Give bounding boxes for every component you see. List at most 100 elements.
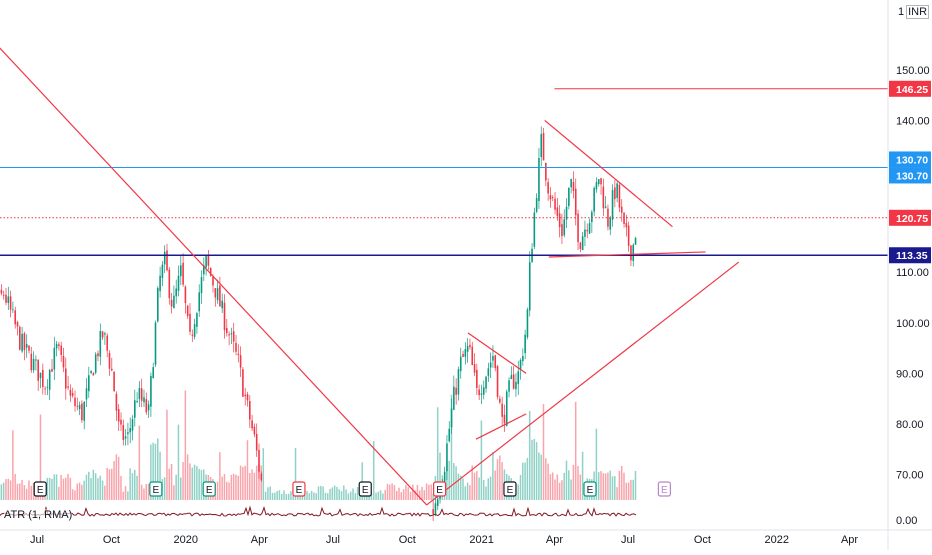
volume-bar: [283, 490, 285, 500]
earnings-marker[interactable]: E: [657, 481, 671, 497]
volume-bar: [455, 466, 457, 500]
volume-bar: [595, 428, 598, 500]
volume-bar: [168, 468, 171, 500]
volume-bar: [379, 490, 382, 500]
time-tick-label: 2020: [174, 534, 198, 546]
candle-body: [28, 345, 30, 351]
candle-body: [611, 189, 614, 220]
candle-body: [630, 245, 632, 261]
volume-bar: [21, 480, 23, 500]
candle-body: [432, 509, 434, 514]
earnings-marker[interactable]: E: [503, 481, 517, 497]
volume-bar: [92, 469, 95, 500]
candle-body: [565, 206, 568, 220]
volume-bar: [152, 442, 154, 500]
earnings-marker[interactable]: E: [433, 481, 447, 497]
candle-body: [2, 294, 5, 296]
volume-bar: [30, 485, 33, 500]
candle-body: [471, 346, 474, 366]
volume-bar: [561, 480, 563, 500]
candle-body: [168, 269, 171, 299]
candle-body: [526, 309, 529, 338]
candle-body: [455, 387, 457, 395]
earnings-marker-label: E: [587, 485, 594, 496]
candle-body: [48, 370, 51, 390]
volume-bar: [221, 476, 223, 500]
volume-bar: [216, 481, 219, 500]
volume-bar: [382, 493, 384, 500]
volume-bar: [632, 479, 634, 500]
candle-body: [581, 236, 584, 251]
earnings-marker[interactable]: E: [149, 481, 163, 497]
candle-body: [533, 212, 536, 247]
currency-label[interactable]: 1 INR: [898, 5, 930, 19]
volume-bar: [349, 491, 352, 500]
volume-bar: [398, 487, 400, 500]
volume-bar: [423, 490, 426, 500]
volume-bar: [62, 478, 65, 500]
candle-body: [180, 265, 182, 277]
volume-bar: [166, 409, 168, 500]
volume-bar: [614, 476, 616, 500]
volume-bar: [524, 462, 526, 500]
time-tick-label: 2021: [469, 534, 493, 546]
earnings-marker[interactable]: E: [292, 481, 306, 497]
candle-body: [244, 394, 247, 397]
earnings-marker[interactable]: E: [33, 481, 47, 497]
candle-body: [189, 313, 191, 332]
candle-body: [25, 344, 28, 348]
volume-bar: [249, 473, 251, 500]
volume-bar: [409, 491, 412, 500]
candle-body: [524, 334, 526, 354]
candle-body: [113, 371, 115, 392]
candle-body: [69, 389, 72, 396]
candle-body: [193, 324, 196, 337]
volume-bar: [538, 452, 540, 500]
volume-bar: [255, 465, 258, 500]
candle-body: [108, 353, 111, 369]
candle-body: [434, 503, 437, 515]
candle-body: [457, 369, 460, 395]
earnings-marker[interactable]: E: [358, 481, 372, 497]
volume-bar: [315, 493, 317, 500]
volume-bar: [604, 473, 607, 500]
volume-bar: [425, 483, 428, 500]
volume-bar: [76, 483, 79, 500]
volume-bar: [395, 490, 398, 500]
volume-bar: [5, 479, 7, 500]
volume-bar: [85, 474, 88, 500]
earnings-marker-box: [503, 481, 517, 497]
time-tick-label: Jul: [621, 534, 635, 546]
candle-body: [0, 289, 3, 294]
candle-body: [496, 366, 499, 397]
earnings-marker[interactable]: E: [202, 481, 216, 497]
volume-bar: [58, 486, 60, 500]
volume-bar: [138, 425, 141, 500]
earnings-marker-label: E: [296, 485, 303, 496]
volume-bar: [412, 484, 414, 500]
volume-bar: [196, 466, 198, 500]
candle-body: [62, 355, 65, 368]
volume-bar: [535, 442, 538, 500]
volume-bar: [280, 494, 283, 500]
volume-bar: [352, 488, 354, 500]
time-tick-label: Oct: [399, 534, 416, 546]
candle-body: [39, 372, 42, 379]
volume-bar: [473, 472, 476, 500]
trendline: [475, 413, 527, 440]
time-tick-label: Oct: [694, 534, 711, 546]
candle-body: [485, 376, 487, 389]
candle-body: [191, 334, 194, 336]
volume-bar: [260, 465, 263, 500]
volume-bar: [264, 491, 267, 500]
volume-bar: [322, 486, 324, 500]
candle-body: [235, 342, 237, 352]
volume-bar: [90, 478, 92, 500]
earnings-marker-label: E: [436, 485, 443, 496]
volume-bar: [343, 485, 345, 500]
earnings-marker[interactable]: E: [583, 481, 597, 497]
volume-bar: [533, 438, 536, 500]
candle-body: [184, 286, 187, 304]
